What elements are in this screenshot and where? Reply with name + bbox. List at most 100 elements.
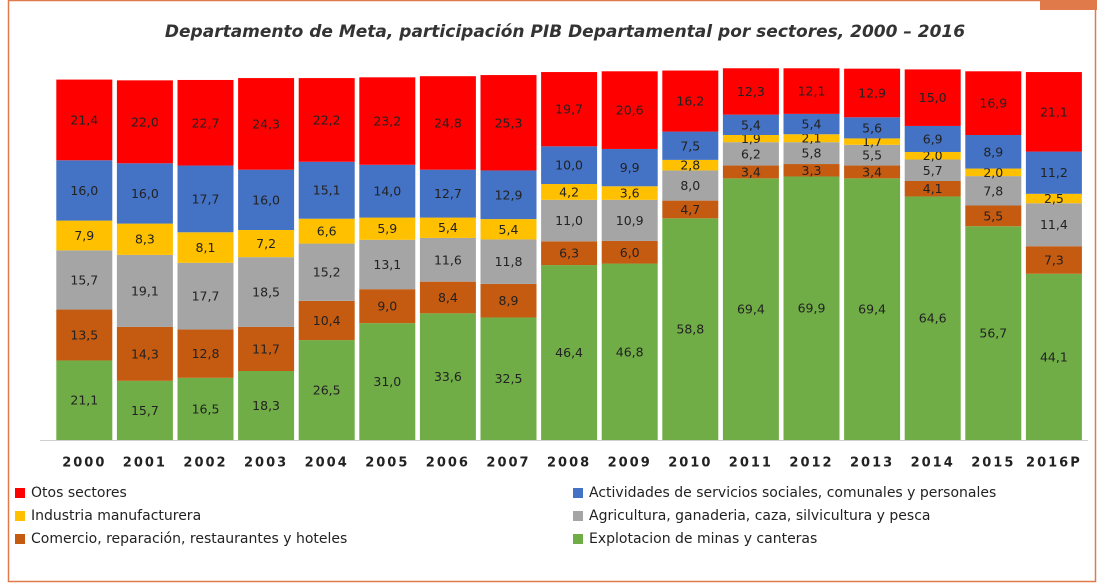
data-label: 2,1 xyxy=(802,131,822,146)
bar-segment xyxy=(177,329,234,378)
bar-segment xyxy=(904,151,961,160)
bar-segment xyxy=(541,146,598,185)
bar-segment xyxy=(722,68,779,115)
data-label: 15,2 xyxy=(313,265,341,280)
bar-segment xyxy=(177,262,234,330)
bar-segment xyxy=(56,79,113,161)
bar-segment xyxy=(844,178,901,440)
data-label: 69,4 xyxy=(858,302,886,317)
data-label: 12,1 xyxy=(798,84,826,99)
bar-segment xyxy=(298,340,355,440)
bar-segment xyxy=(298,161,355,219)
data-label: 15,7 xyxy=(131,403,159,418)
bar-segment xyxy=(419,217,476,238)
bar-segment xyxy=(56,160,113,221)
data-label: 17,7 xyxy=(192,191,220,206)
data-label: 5,9 xyxy=(377,221,397,236)
data-label: 12,8 xyxy=(192,346,220,361)
bar-segment xyxy=(359,239,416,290)
bar-segment xyxy=(298,300,355,341)
legend-swatch xyxy=(573,534,583,544)
data-label: 8,3 xyxy=(135,232,155,247)
bar-segment xyxy=(298,78,355,162)
bar-segment xyxy=(783,134,840,143)
x-tick-label: 2001 xyxy=(123,456,167,471)
data-label: 9,9 xyxy=(620,160,640,175)
data-label: 5,4 xyxy=(741,117,761,132)
bar-segment xyxy=(116,223,173,255)
bar-segment xyxy=(965,176,1022,206)
data-label: 2,0 xyxy=(983,165,1003,180)
bar-segment xyxy=(1025,151,1082,194)
data-label: 58,8 xyxy=(676,322,704,337)
bar-segment xyxy=(662,131,719,160)
legend-swatch xyxy=(573,488,583,498)
bar-segment xyxy=(541,72,598,147)
x-tick-label: 2004 xyxy=(305,456,349,471)
data-label: 44,1 xyxy=(1040,349,1068,364)
data-label: 46,4 xyxy=(555,345,583,360)
data-label: 5,6 xyxy=(862,120,882,135)
data-label: 5,7 xyxy=(923,163,943,178)
data-label: 46,8 xyxy=(616,344,644,359)
data-label: 26,5 xyxy=(313,383,341,398)
bar-segment xyxy=(662,218,719,440)
bar-segment xyxy=(1025,273,1082,440)
bar-segment xyxy=(298,218,355,244)
bar-segment xyxy=(177,79,234,166)
legend-swatch xyxy=(15,534,25,544)
bar-segment xyxy=(56,250,113,310)
data-label: 64,6 xyxy=(919,311,947,326)
data-label: 8,9 xyxy=(499,293,519,308)
bar-segment xyxy=(783,176,840,441)
bar-segment xyxy=(56,220,113,251)
data-label: 3,4 xyxy=(741,164,761,179)
x-tick-label: 2003 xyxy=(244,456,288,471)
bar-segment xyxy=(177,377,234,440)
legend-label: Comercio, reparación, restaurantes y hot… xyxy=(31,531,347,547)
data-label: 10,9 xyxy=(616,213,644,228)
bar-segment xyxy=(480,170,537,220)
data-label: 11,7 xyxy=(252,341,280,356)
data-label: 14,3 xyxy=(131,346,159,361)
bar-segment xyxy=(904,125,961,152)
data-label: 2,5 xyxy=(1044,191,1064,206)
bar-segment xyxy=(965,71,1022,136)
bar-segment xyxy=(904,181,961,197)
x-tick-label: 2007 xyxy=(486,456,530,471)
bar-segment xyxy=(116,326,173,381)
data-label: 15,7 xyxy=(70,272,98,287)
bar-segment xyxy=(541,265,598,440)
bar-segment xyxy=(722,114,779,136)
data-label: 7,5 xyxy=(680,138,700,153)
bar-segment xyxy=(1025,203,1082,247)
bar-segment xyxy=(965,226,1022,440)
data-label: 13,1 xyxy=(373,257,401,272)
data-label: 11,6 xyxy=(434,252,462,267)
legend-label: Explotacion de minas y canteras xyxy=(589,531,817,547)
data-label: 6,9 xyxy=(923,131,943,146)
legend-label: Actividades de servicios sociales, comun… xyxy=(589,485,996,501)
legend-label: Agricultura, ganaderia, caza, silvicultu… xyxy=(589,508,930,524)
bar-segment xyxy=(662,159,719,171)
bar-segment xyxy=(238,257,295,327)
x-tick-label: 2013 xyxy=(850,456,894,471)
data-label: 69,9 xyxy=(798,301,826,316)
data-label: 21,4 xyxy=(70,112,98,127)
bar-segment xyxy=(541,241,598,266)
legend-swatch xyxy=(15,511,25,521)
bar-segment xyxy=(1025,246,1082,274)
bar-segment xyxy=(116,380,173,440)
data-label: 21,1 xyxy=(70,393,98,408)
bar-segment xyxy=(965,168,1022,177)
x-tick-label: 2012 xyxy=(789,456,833,471)
bar-segment xyxy=(298,243,355,301)
bar-segment xyxy=(601,199,658,241)
data-label: 8,0 xyxy=(680,178,700,193)
data-label: 16,2 xyxy=(676,94,704,109)
data-label: 5,4 xyxy=(802,117,822,132)
data-label: 7,9 xyxy=(74,228,94,243)
x-tick-label: 2016P xyxy=(1026,456,1082,471)
bar-segment xyxy=(359,323,416,440)
data-label: 16,5 xyxy=(192,401,220,416)
